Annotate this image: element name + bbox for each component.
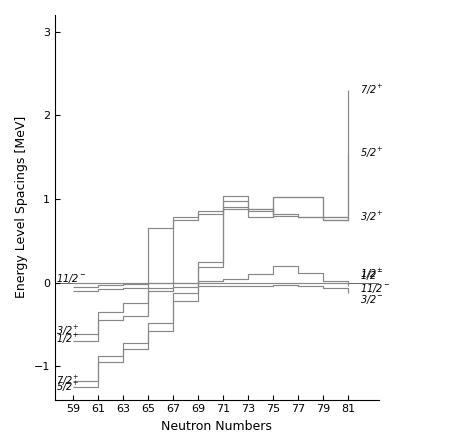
Text: 7/2$^+$: 7/2$^+$ <box>56 374 80 388</box>
Text: 1/2$^+$: 1/2$^+$ <box>56 332 80 346</box>
Text: 3/2$^-$: 3/2$^-$ <box>360 293 384 306</box>
X-axis label: Neutron Numbers: Neutron Numbers <box>162 420 273 433</box>
Y-axis label: Energy Level Spacings [MeV]: Energy Level Spacings [MeV] <box>15 116 28 298</box>
Text: 5/2$^+$: 5/2$^+$ <box>56 380 80 394</box>
Text: 3/2$^+$: 3/2$^+$ <box>56 324 80 338</box>
Text: 1/2$^+$: 1/2$^+$ <box>360 267 384 281</box>
Text: 3/2$^+$: 3/2$^+$ <box>360 210 384 224</box>
Text: 7/2$^+$: 7/2$^+$ <box>360 83 384 97</box>
Text: 1/2$^-$: 1/2$^-$ <box>360 269 384 282</box>
Text: 11/2$^-$: 11/2$^-$ <box>56 272 86 285</box>
Text: 5/2$^+$: 5/2$^+$ <box>360 146 384 160</box>
Text: 11/2$^-$: 11/2$^-$ <box>360 282 391 295</box>
